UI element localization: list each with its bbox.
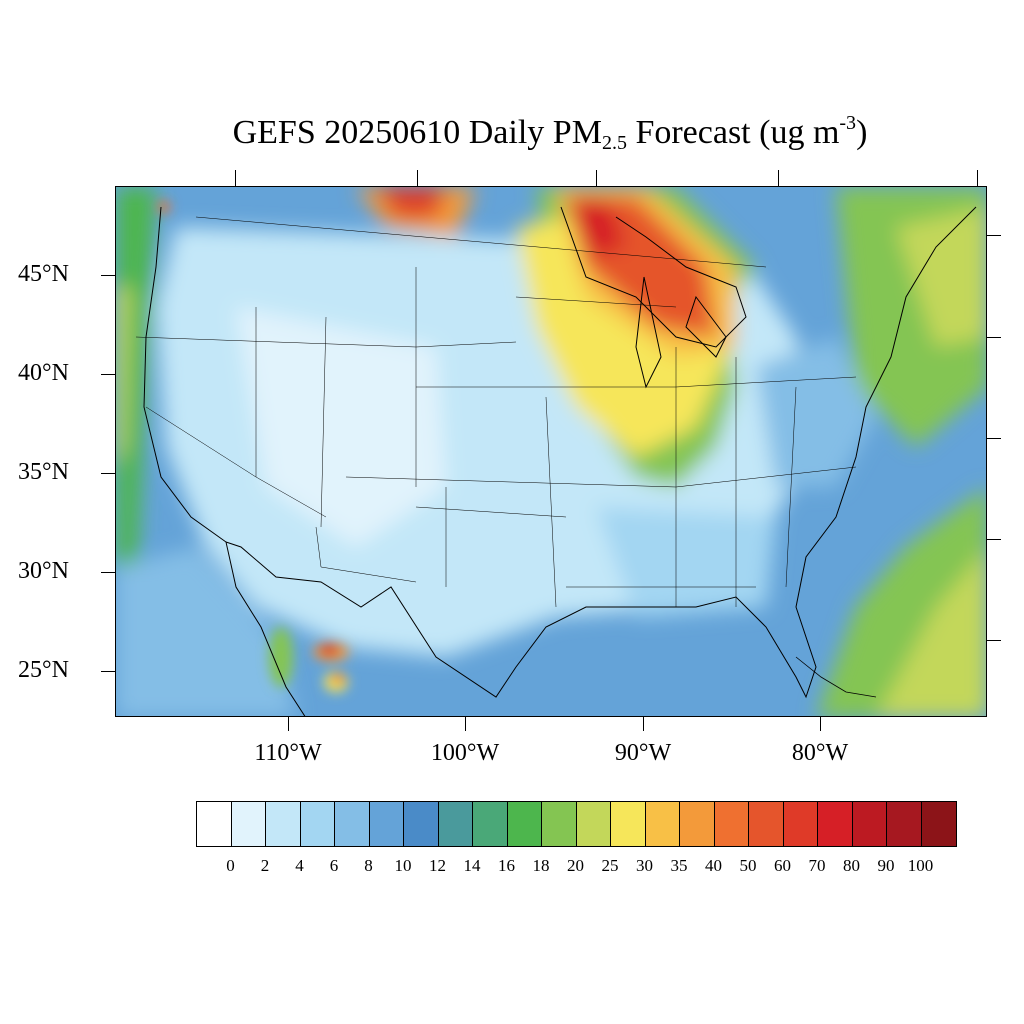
top-tick [235, 170, 236, 186]
colorbar-tick-label: 8 [364, 856, 373, 875]
colorbar-swatch [714, 802, 749, 846]
colorbar-tick-label: 20 [567, 856, 584, 875]
colorbar-tick-label: 25 [601, 856, 619, 875]
lon-label: 90°W [614, 740, 672, 766]
colorbar-tick-label: 12 [429, 856, 446, 875]
colorbar-tick-label: 2 [260, 856, 270, 875]
colorbar-swatch [887, 802, 922, 846]
left-tick [101, 374, 115, 375]
colorbar-swatch [438, 802, 473, 846]
bottom-tick [465, 717, 466, 731]
lon-label: 80°W [791, 740, 849, 766]
state-borders [135, 216, 857, 608]
colorbar-swatch [645, 802, 680, 846]
lat-label: 30°N [18, 558, 69, 584]
colorbar-tick-label: 70 [808, 856, 826, 875]
colorbar-swatch [576, 802, 611, 846]
colorbar-tick-label: 35 [670, 856, 688, 875]
bottom-tick [288, 717, 289, 731]
colorbar-tick-label: 100 [907, 856, 934, 875]
colorbar-swatch [231, 802, 266, 846]
colorbar-tick-label: 0 [226, 856, 235, 875]
colorbar-swatch [611, 802, 646, 846]
title-rest: Forecast (ug m [626, 114, 840, 151]
colorbar-tick-label: 30 [636, 856, 653, 875]
colorbar-tick-label: 4 [295, 856, 304, 875]
left-tick [101, 572, 115, 573]
lon-label: 100°W [430, 740, 500, 766]
colorbar-swatch [369, 802, 404, 846]
map-canvas [116, 187, 986, 716]
top-tick [417, 170, 418, 186]
colorbar-swatch [300, 802, 335, 846]
top-tick [977, 170, 978, 186]
local-hotspots [158, 201, 349, 692]
bottom-tick [643, 717, 644, 731]
colorbar-swatch [921, 802, 956, 846]
title-subscript: 2.5 [601, 132, 627, 154]
top-tick [596, 170, 597, 186]
colorbar-tick-label: 10 [394, 856, 412, 875]
colorbar-swatch [542, 802, 577, 846]
left-tick [101, 473, 115, 474]
right-tick [987, 539, 1001, 540]
lat-label: 25°N [18, 657, 69, 683]
colorbar-tick-label: 60 [774, 856, 791, 875]
top-tick [778, 170, 779, 186]
title-main: GEFS 20250610 Daily PM [232, 114, 602, 151]
colorbar-tick-label: 14 [463, 856, 481, 875]
right-tick [987, 438, 1001, 439]
colorbar-tick-label: 6 [329, 856, 339, 875]
colorbar-swatch [335, 802, 370, 846]
lat-label: 35°N [18, 459, 69, 485]
colorbar-tick-label: 16 [498, 856, 515, 875]
left-tick [101, 671, 115, 672]
colorbar-swatch [783, 802, 818, 846]
colorbar-tick-label: 18 [532, 856, 550, 875]
right-tick [987, 337, 1001, 338]
right-tick [987, 235, 1001, 236]
colorbar-swatch [852, 802, 887, 846]
title-close: ) [856, 114, 868, 151]
colorbar-swatch [197, 802, 232, 846]
right-tick [987, 640, 1001, 641]
colorbar-tick-label: 50 [739, 856, 757, 875]
colorbar-tick-label: 90 [877, 856, 895, 875]
colorbar-swatch [680, 802, 715, 846]
colorbar-swatch [507, 802, 542, 846]
colorbar-swatch [404, 802, 439, 846]
colorbar-swatch [818, 802, 853, 846]
colorbar [196, 801, 957, 847]
title-superscript: -3 [839, 112, 857, 134]
colorbar-swatch [473, 802, 508, 846]
lat-label: 45°N [18, 261, 69, 287]
colorbar-tick-label: 40 [705, 856, 722, 875]
colorbar-tick-label: 80 [843, 856, 860, 875]
pm25-map[interactable] [115, 186, 987, 717]
bottom-tick [820, 717, 821, 731]
colorbar-swatch [749, 802, 784, 846]
lon-label: 110°W [254, 740, 322, 766]
left-tick [101, 275, 115, 276]
lat-label: 40°N [18, 360, 69, 386]
map-title: GEFS 20250610 Daily PM2.5 Forecast (ug m… [0, 112, 1024, 155]
pm25-field [116, 187, 986, 716]
colorbar-swatch [266, 802, 301, 846]
